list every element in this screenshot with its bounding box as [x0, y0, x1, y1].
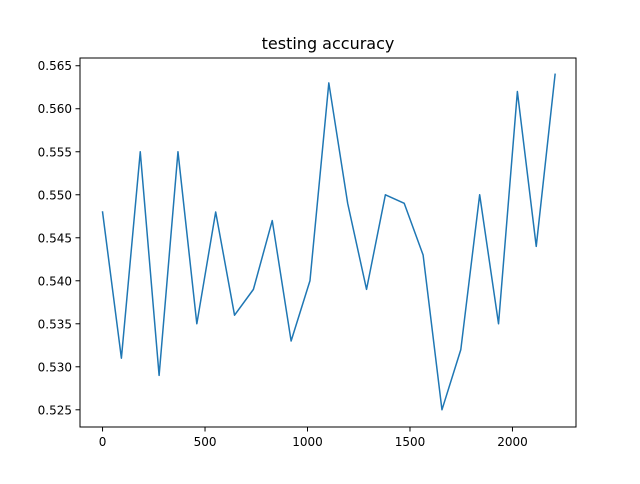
x-tick-label: 2000	[497, 435, 528, 449]
y-tick-label: 0.555	[38, 145, 72, 159]
y-tick-label: 0.550	[38, 188, 72, 202]
x-tick-label: 0	[99, 435, 107, 449]
x-axis-ticks: 0 500 1000 1500 2000	[99, 427, 528, 449]
y-tick-label: 0.545	[38, 231, 72, 245]
y-tick-label: 0.535	[38, 317, 72, 331]
y-tick-label: 0.540	[38, 274, 72, 288]
y-axis-ticks: 0.525 0.530 0.535 0.540 0.545 0.550 0.555 0.560…	[38, 59, 80, 417]
x-tick-label: 500	[194, 435, 217, 449]
y-tick-label: 0.525	[38, 403, 72, 417]
y-tick-label: 0.530	[38, 360, 72, 374]
y-tick-label: 0.565	[38, 59, 72, 73]
plot-frame	[79, 57, 577, 428]
series-line	[101, 73, 556, 411]
y-tick-label: 0.560	[38, 102, 72, 116]
plot-area	[101, 73, 556, 411]
x-tick-label: 1500	[395, 435, 426, 449]
chart-title: testing accuracy	[262, 34, 395, 53]
x-tick-label: 1000	[292, 435, 323, 449]
